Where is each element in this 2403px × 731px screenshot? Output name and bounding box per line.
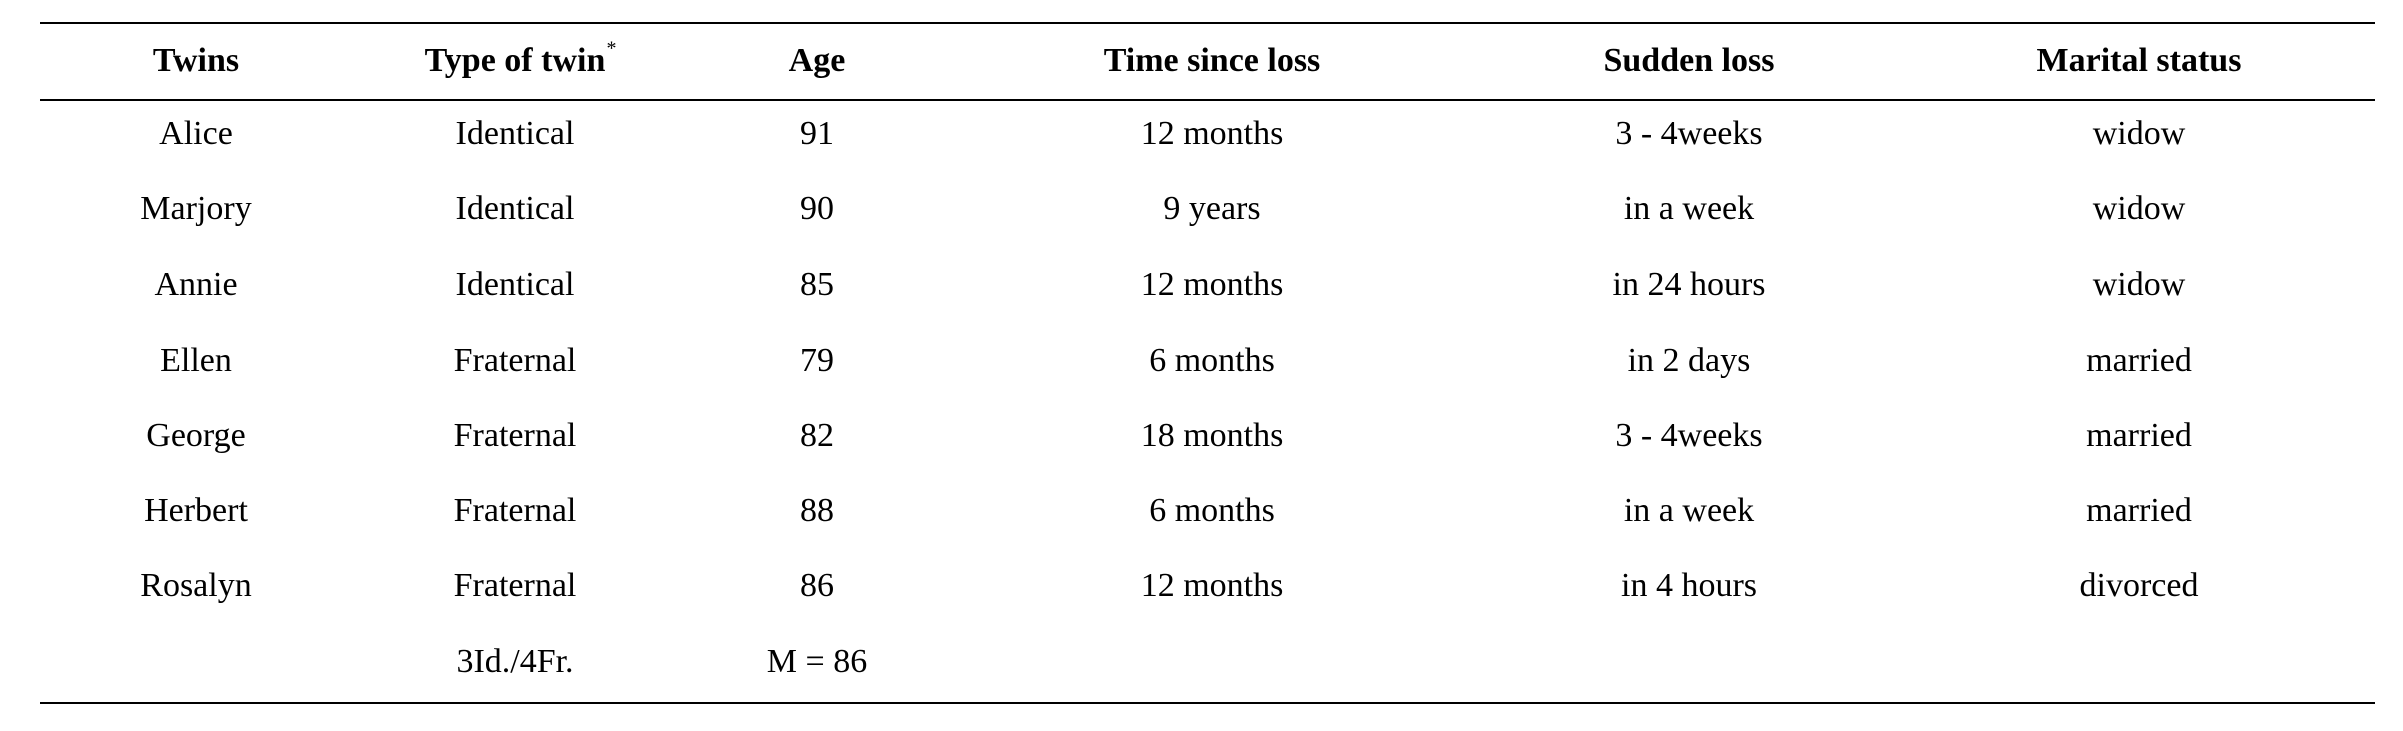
cell: Fraternal (454, 417, 577, 454)
cell: in 24 hours (1613, 266, 1766, 303)
header-cell: Age (789, 42, 846, 79)
cell: 6 months (1149, 342, 1275, 379)
header-cell: Marital status (2037, 42, 2242, 79)
cell: Fraternal (454, 342, 577, 379)
cell: George (146, 417, 245, 454)
cell: Ellen (160, 342, 232, 379)
cell: 12 months (1141, 115, 1284, 152)
cell: 90 (800, 190, 834, 227)
header-cell: Sudden loss (1603, 42, 1774, 79)
cell: in 4 hours (1621, 567, 1757, 604)
cell: Identical (456, 190, 575, 227)
cell: 88 (800, 492, 834, 529)
cell: married (2086, 342, 2192, 379)
cell: widow (2093, 266, 2186, 303)
header-cell: Type of twin (425, 42, 606, 79)
cell: 86 (800, 567, 834, 604)
cell: 18 months (1141, 417, 1284, 454)
cell: 85 (800, 266, 834, 303)
summary-cell: M = 86 (767, 643, 867, 680)
cell: Annie (154, 266, 237, 303)
cell: divorced (2080, 567, 2199, 604)
cell: 82 (800, 417, 834, 454)
cell: 12 months (1141, 266, 1284, 303)
cell: Fraternal (454, 567, 577, 604)
cell: Fraternal (454, 492, 577, 529)
cell: Herbert (144, 492, 248, 529)
cell: 9 years (1163, 190, 1260, 227)
cell: Marjory (140, 190, 251, 227)
cell: 79 (800, 342, 834, 379)
cell: 3 - 4weeks (1615, 115, 1762, 152)
cell: married (2086, 417, 2192, 454)
cell: Identical (456, 115, 575, 152)
header-cell: Twins (153, 42, 239, 79)
cell: in a week (1624, 492, 1754, 529)
cell: widow (2093, 115, 2186, 152)
cell: 3 - 4weeks (1615, 417, 1762, 454)
summary-cell: 3Id./4Fr. (456, 643, 573, 680)
cell: married (2086, 492, 2192, 529)
cell: in 2 days (1628, 342, 1751, 379)
cell: 12 months (1141, 567, 1284, 604)
cell: Rosalyn (140, 567, 251, 604)
footnote-mark: * (606, 38, 616, 60)
cell: widow (2093, 190, 2186, 227)
header-cell: Time since loss (1104, 42, 1321, 79)
cell: Identical (456, 266, 575, 303)
cell: in a week (1624, 190, 1754, 227)
cell: 91 (800, 115, 834, 152)
cell: 6 months (1149, 492, 1275, 529)
cell: Alice (159, 115, 233, 152)
